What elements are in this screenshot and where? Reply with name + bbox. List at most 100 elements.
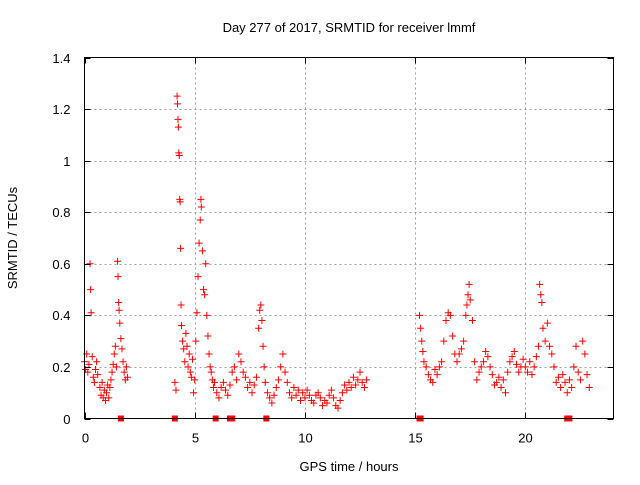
- data-point: [438, 358, 446, 366]
- data-point: [504, 368, 512, 376]
- data-point: [288, 394, 296, 402]
- data-point: [90, 378, 98, 386]
- data-point: [543, 319, 551, 327]
- data-point: [246, 378, 254, 386]
- data-point: [524, 368, 532, 376]
- data-point: [191, 376, 199, 384]
- axis-ticks: [84, 57, 614, 420]
- data-point: [323, 399, 331, 407]
- data-point: [281, 368, 289, 376]
- data-point: [112, 363, 120, 371]
- data-point: [285, 389, 293, 397]
- data-point: [493, 378, 501, 386]
- data-point: [345, 378, 353, 386]
- data-point: [174, 115, 182, 123]
- data-points: [81, 92, 593, 422]
- data-point: [431, 366, 439, 374]
- data-point: [583, 371, 591, 379]
- data-point: [205, 350, 213, 358]
- x-tick-label: 5: [192, 431, 199, 446]
- data-point: [201, 291, 209, 299]
- x-tick-label: 0: [82, 431, 89, 446]
- data-point: [189, 355, 197, 363]
- data-point: [117, 335, 125, 343]
- data-point: [471, 358, 479, 366]
- data-point: [482, 347, 490, 355]
- data-point: [266, 394, 274, 402]
- data-point: [565, 376, 573, 384]
- data-point: [270, 391, 278, 399]
- data-point: [277, 363, 285, 371]
- data-point: [106, 384, 114, 392]
- data-point: [484, 353, 492, 361]
- data-point: [255, 324, 263, 332]
- data-point: [314, 389, 322, 397]
- data-point: [202, 260, 210, 268]
- data-point: [310, 399, 318, 407]
- data-point: [219, 378, 227, 386]
- data-point: [336, 396, 344, 404]
- data-point: [453, 358, 461, 366]
- data-point: [462, 311, 470, 319]
- data-point: [535, 342, 543, 350]
- data-point: [173, 92, 181, 100]
- data-point: [108, 368, 116, 376]
- data-point: [460, 337, 468, 345]
- data-point: [294, 386, 302, 394]
- data-point: [206, 363, 214, 371]
- data-point: [508, 353, 516, 361]
- data-point: [233, 376, 241, 384]
- data-point: [115, 306, 123, 314]
- data-point: [209, 384, 217, 392]
- data-point: [473, 376, 481, 384]
- data-point: [579, 337, 587, 345]
- data-point: [513, 360, 521, 368]
- data-point: [222, 386, 230, 394]
- y-tick-label: 0.6: [52, 257, 70, 272]
- data-point: [197, 203, 205, 211]
- data-point: [272, 384, 280, 392]
- data-point: [118, 345, 126, 353]
- data-point: [420, 358, 428, 366]
- data-point: [464, 291, 472, 299]
- data-point: [184, 363, 192, 371]
- data-point: [429, 378, 437, 386]
- data-point: [356, 368, 364, 376]
- data-point: [325, 391, 333, 399]
- data-point: [349, 373, 357, 381]
- data-point: [115, 298, 123, 306]
- data-point: [303, 386, 311, 394]
- data-point: [581, 350, 589, 358]
- data-point: [171, 378, 179, 386]
- data-point: [554, 373, 562, 381]
- y-tick-label: 0: [63, 412, 70, 427]
- data-point: [88, 353, 96, 361]
- data-point: [433, 371, 441, 379]
- data-point: [449, 332, 457, 340]
- data-point: [510, 347, 518, 355]
- data-point: [440, 337, 448, 345]
- data-point: [244, 384, 252, 392]
- data-point: [442, 317, 450, 325]
- data-point: [576, 376, 584, 384]
- data-point: [572, 342, 580, 350]
- x-tick-label: 10: [298, 431, 312, 446]
- data-point: [241, 373, 249, 381]
- data-point: [215, 394, 223, 402]
- data-point: [263, 389, 271, 397]
- data-point: [224, 391, 232, 399]
- chart-title: Day 277 of 2017, SRMTID for receiver lmm…: [223, 20, 476, 35]
- data-point: [341, 381, 349, 389]
- data-point: [530, 363, 538, 371]
- data-point: [424, 371, 432, 379]
- y-tick-label: 1.2: [52, 102, 70, 117]
- data-point: [258, 317, 266, 325]
- data-point: [94, 371, 102, 379]
- data-point: [179, 337, 187, 345]
- data-point: [418, 337, 426, 345]
- data-point: [114, 273, 122, 281]
- data-point: [330, 394, 338, 402]
- data-point: [532, 353, 540, 361]
